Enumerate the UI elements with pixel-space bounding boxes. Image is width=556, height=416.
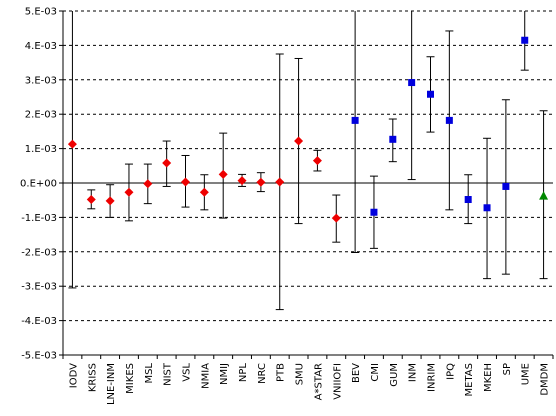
data-point-diamond — [312, 156, 322, 166]
y-tick-label: 4.E-03 — [25, 41, 57, 52]
data-point-square — [521, 36, 529, 44]
data-point-diamond — [331, 213, 341, 223]
data-point-square — [389, 135, 397, 143]
x-tick-label: GUM — [389, 363, 400, 387]
x-tick-label: IPQ — [445, 363, 456, 380]
x-tick-label: NMIA — [200, 363, 211, 389]
x-tick-label: VSL — [182, 363, 193, 382]
data-point-square — [351, 116, 359, 124]
y-tick-label: 5.E-03 — [25, 7, 57, 18]
data-point-square — [502, 182, 510, 190]
x-tick-label: CMI — [370, 363, 381, 382]
x-tick-label: PTB — [276, 363, 287, 382]
x-tick-label: INM — [408, 363, 419, 382]
x-tick-label: MSL — [144, 363, 155, 384]
data-point-diamond — [86, 195, 96, 205]
x-tick-label: MIKES — [125, 363, 136, 394]
y-tick-label: -2.E-03 — [21, 247, 57, 258]
y-tick-label: -5.E-03 — [21, 351, 57, 362]
data-point-diamond — [294, 136, 304, 146]
x-tick-label: SMU — [295, 363, 306, 385]
data-point-diamond — [275, 177, 285, 187]
y-tick-label: 0.E+00 — [20, 179, 57, 190]
x-tick-label: NIST — [163, 362, 174, 386]
x-tick-label: INRIM — [427, 363, 438, 392]
data-point-square — [427, 90, 434, 98]
x-tick-label: VNIIOFI — [332, 363, 343, 400]
data-point-square — [464, 196, 472, 204]
y-tick-label: 2.E-03 — [25, 110, 57, 121]
x-tick-label: NPL — [238, 363, 249, 383]
data-point-diamond — [199, 187, 209, 197]
x-tick-label: BEV — [351, 363, 362, 383]
x-tick-label: MKEH — [483, 363, 494, 392]
y-tick-label: -1.E-03 — [21, 213, 57, 224]
data-point-diamond — [256, 177, 266, 187]
data-point-square — [408, 79, 416, 87]
y-tick-label: -4.E-03 — [21, 316, 57, 327]
x-tick-label: METAS — [464, 363, 475, 396]
x-tick-label: IODV — [68, 363, 79, 388]
data-point-diamond — [124, 187, 134, 197]
data-markers — [67, 36, 549, 223]
data-point-square — [370, 208, 378, 216]
x-tick-label: NRC — [257, 363, 268, 384]
x-tick-label: UME — [521, 363, 532, 385]
data-point-square — [445, 116, 453, 124]
x-tick-label: SP — [502, 363, 513, 375]
data-point-diamond — [237, 176, 247, 186]
x-tick-label: A*STAR — [313, 363, 324, 400]
data-point-diamond — [67, 139, 77, 149]
gridlines — [63, 10, 553, 356]
x-tick-label: DMDM — [540, 363, 551, 396]
x-tick-label: KRISS — [87, 363, 98, 392]
data-point-diamond — [218, 169, 228, 179]
x-axis: IODV KRISS LNE-INM MIKES MSL NIST VSL NMIA NMIJ N… — [62, 354, 554, 405]
data-point-diamond — [162, 158, 172, 168]
x-tick-label: LNE-INM — [106, 363, 117, 405]
data-point-square — [483, 204, 491, 212]
x-tick-label: NMIJ — [219, 363, 230, 385]
data-point-triangle — [539, 191, 549, 200]
y-tick-label: 1.E-03 — [25, 144, 57, 155]
data-point-diamond — [143, 179, 153, 189]
data-point-diamond — [105, 196, 115, 206]
y-tick-label: -3.E-03 — [21, 282, 57, 293]
data-point-diamond — [181, 177, 190, 187]
y-axis: 5.E-03 4.E-03 3.E-03 2.E-03 1.E-03 0.E+00 -1.E… — [20, 7, 64, 362]
y-tick-label: 3.E-03 — [25, 75, 57, 86]
